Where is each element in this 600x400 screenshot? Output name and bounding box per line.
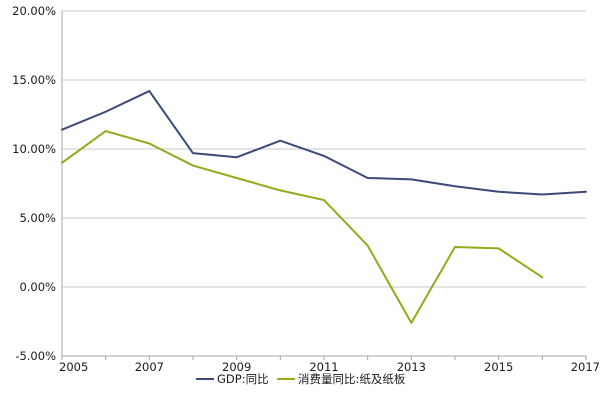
x-tick-label: 2011	[309, 360, 338, 374]
y-tick-label: 0.00%	[19, 280, 56, 294]
legend-item-1: 消费量同比:纸及纸板	[277, 372, 406, 386]
x-tick-label: 2017	[571, 360, 600, 374]
y-tick-label: 20.00%	[12, 4, 56, 18]
series-1	[61, 130, 544, 324]
legend-label: 消费量同比:纸及纸板	[298, 372, 406, 386]
series-line-1	[61, 130, 544, 324]
x-tick-label: 2015	[484, 360, 513, 374]
series-line-0	[61, 90, 587, 196]
legend-item-0: GDP:同比	[196, 372, 269, 386]
axis-layer	[61, 11, 586, 357]
x-tick-label: 2013	[397, 360, 426, 374]
grid-layer	[62, 10, 586, 288]
legend: GDP:同比 消费量同比:纸及纸板	[196, 372, 406, 386]
y-tick-label: -5.00%	[15, 349, 56, 363]
series-0	[61, 90, 587, 196]
x-tick-label: 2007	[135, 360, 164, 374]
y-tick-label: 15.00%	[12, 73, 56, 87]
y-tick-label: 10.00%	[12, 142, 56, 156]
y-tick-label: 5.00%	[19, 211, 56, 225]
x-tick-label: 2005	[59, 360, 88, 374]
x-axis-ticks: 2005 2007 2009 2011 2013 2015 2017	[59, 356, 600, 374]
legend-label: GDP:同比	[217, 372, 269, 386]
series-layer	[61, 90, 587, 324]
y-axis-ticks: -5.00% 0.00% 5.00% 10.00% 15.00% 20.00%	[12, 4, 56, 363]
x-tick-label: 2009	[222, 360, 251, 374]
